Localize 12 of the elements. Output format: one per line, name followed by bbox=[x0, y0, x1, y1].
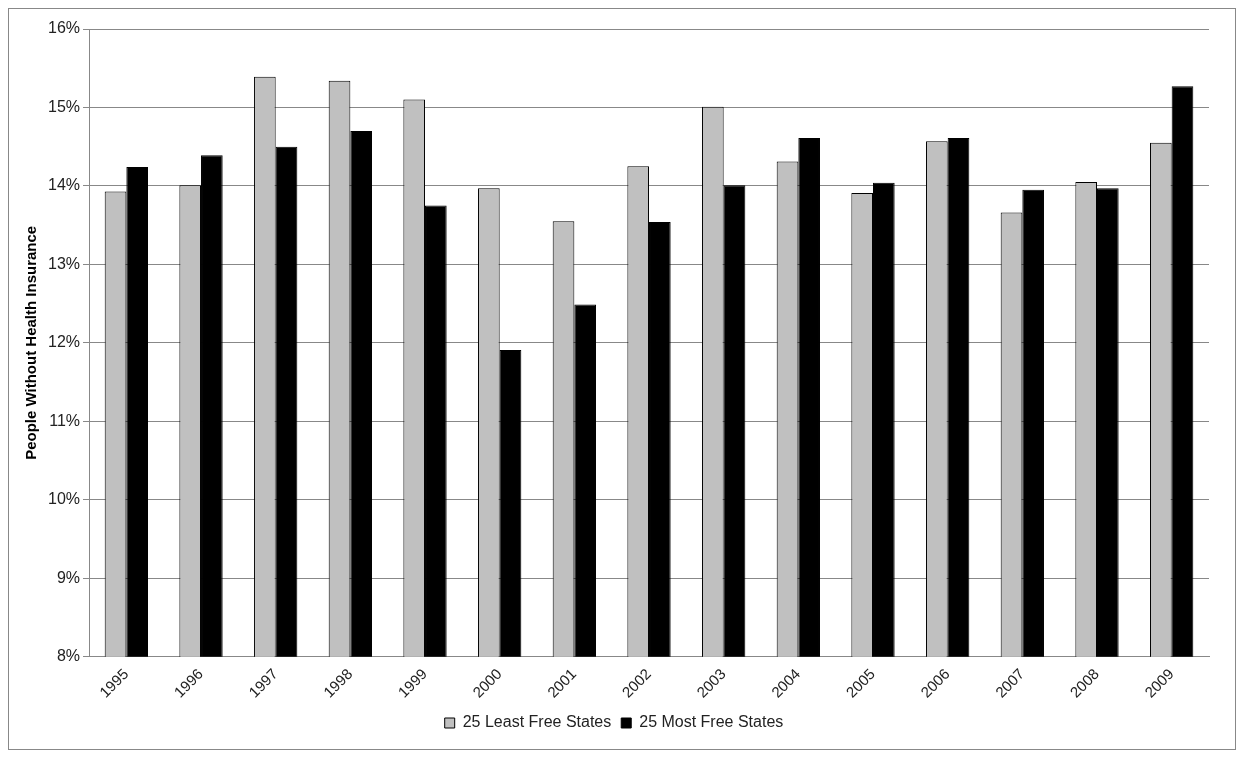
y-tick-label: 16% bbox=[47, 19, 81, 37]
y-tick-label: 15% bbox=[47, 97, 81, 115]
y-tick-label: 9% bbox=[56, 568, 81, 586]
y-tick-label: 12% bbox=[47, 333, 81, 351]
y-tick-label: 13% bbox=[47, 254, 81, 272]
legend-label: 25 Least Free States bbox=[462, 713, 612, 731]
y-tick-label: 11% bbox=[49, 411, 81, 429]
y-tick-label: 14% bbox=[47, 176, 81, 194]
y-axis-title: People Without Health Insurance bbox=[22, 225, 40, 460]
y-tick-label: 10% bbox=[47, 490, 81, 508]
y-tick-label: 8% bbox=[56, 647, 81, 665]
legend-label: 25 Most Free States bbox=[639, 713, 784, 731]
